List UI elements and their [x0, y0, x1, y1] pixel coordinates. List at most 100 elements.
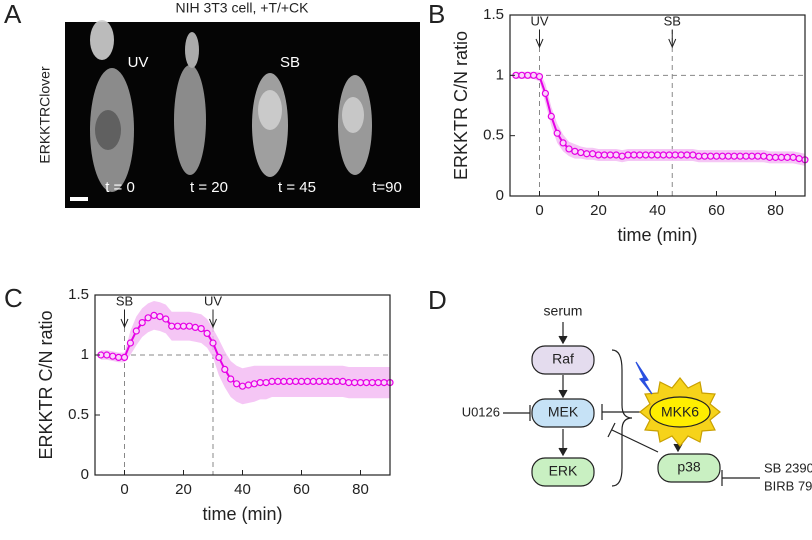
data-point — [315, 377, 323, 385]
data-point — [156, 313, 164, 321]
node-label: ERK — [549, 463, 578, 479]
treatment-label: UV — [128, 54, 149, 71]
data-point — [191, 323, 199, 331]
time-label: t = 0 — [105, 179, 135, 196]
data-point — [109, 352, 117, 360]
image-title: NIH 3T3 cell, +T/+CK — [175, 0, 309, 16]
panel-label: A — [4, 0, 22, 29]
data-point — [701, 152, 709, 160]
event-label: UV — [530, 13, 548, 28]
data-point — [197, 325, 205, 333]
data-point — [636, 151, 644, 159]
data-point — [659, 151, 668, 159]
y-tick-label: 1.5 — [483, 6, 504, 23]
data-point — [333, 377, 341, 385]
data-point — [268, 377, 276, 385]
time-label: t = 20 — [190, 179, 228, 196]
data-point — [529, 71, 538, 79]
data-point — [327, 377, 335, 385]
data-point — [256, 379, 264, 387]
data-point — [724, 152, 732, 160]
data-point — [262, 379, 270, 387]
error-band — [515, 71, 805, 166]
data-point — [777, 153, 786, 161]
event-label: SB — [116, 293, 133, 308]
data-point — [250, 380, 258, 388]
data-point — [120, 353, 129, 361]
x-tick-label: 0 — [535, 202, 543, 219]
data-point — [103, 351, 111, 359]
data-point — [179, 322, 188, 330]
data-point — [162, 315, 170, 323]
data-point — [689, 151, 697, 159]
data-point — [789, 153, 797, 161]
event-label: UV — [204, 293, 222, 308]
data-point — [368, 379, 376, 387]
data-point — [606, 151, 614, 159]
data-point — [553, 129, 561, 137]
data-point — [630, 151, 638, 159]
data-point — [345, 379, 353, 387]
x-tick-label: 60 — [293, 481, 310, 498]
treatment-label: SB — [280, 54, 300, 71]
time-label: t=90 — [372, 179, 402, 196]
x-tick-label: 40 — [649, 202, 666, 219]
data-point — [730, 152, 738, 160]
data-point — [150, 311, 158, 319]
x-tick-label: 40 — [234, 481, 251, 498]
data-point — [238, 382, 247, 390]
data-point — [221, 365, 229, 373]
data-point — [215, 353, 223, 361]
data-point — [356, 379, 365, 387]
data-point — [612, 151, 620, 159]
data-point — [647, 151, 656, 159]
data-point — [138, 319, 146, 327]
x-axis-label: time (min) — [618, 225, 698, 245]
x-tick-label: 20 — [590, 202, 607, 219]
node-label: serum — [544, 303, 583, 319]
event-arrowhead — [668, 38, 677, 49]
data-point — [233, 380, 241, 388]
data-point — [132, 327, 140, 335]
data-point — [718, 152, 727, 160]
inhibitor-label: SB 239063 — [764, 460, 812, 475]
data-point — [280, 377, 288, 385]
data-point — [671, 151, 679, 159]
data-point — [174, 322, 182, 330]
diagram — [503, 322, 760, 487]
data-point — [754, 152, 762, 160]
data-point — [571, 147, 579, 155]
data-point — [541, 89, 550, 98]
data-point — [524, 71, 532, 79]
data-point — [618, 152, 626, 160]
data-point — [736, 152, 744, 160]
data-point — [380, 379, 388, 387]
data-point — [244, 381, 252, 389]
data-point — [706, 152, 715, 160]
data-point — [168, 322, 176, 330]
data-point — [594, 151, 603, 159]
data-point — [274, 377, 282, 385]
data-point — [535, 72, 544, 81]
y-tick-label: 0.5 — [68, 406, 89, 423]
x-tick-label: 80 — [352, 481, 369, 498]
data-point — [339, 377, 347, 385]
data-point — [783, 153, 791, 161]
micrograph — [65, 20, 420, 208]
panel-label: B — [428, 0, 445, 29]
data-point — [185, 322, 193, 330]
y-axis-label: ERKKTR C/N ratio — [36, 310, 56, 459]
data-point — [286, 377, 294, 385]
data-line — [515, 74, 806, 161]
data-point — [309, 377, 317, 385]
node-label: p38 — [677, 459, 701, 475]
y-tick-label: 0 — [81, 466, 89, 483]
y-tick-label: 1.5 — [68, 286, 89, 303]
plot-frame — [509, 14, 806, 197]
data-point — [351, 379, 359, 387]
data-point — [624, 151, 632, 159]
data-point — [683, 151, 691, 159]
data-point — [547, 112, 555, 120]
x-tick-label: 80 — [767, 202, 784, 219]
